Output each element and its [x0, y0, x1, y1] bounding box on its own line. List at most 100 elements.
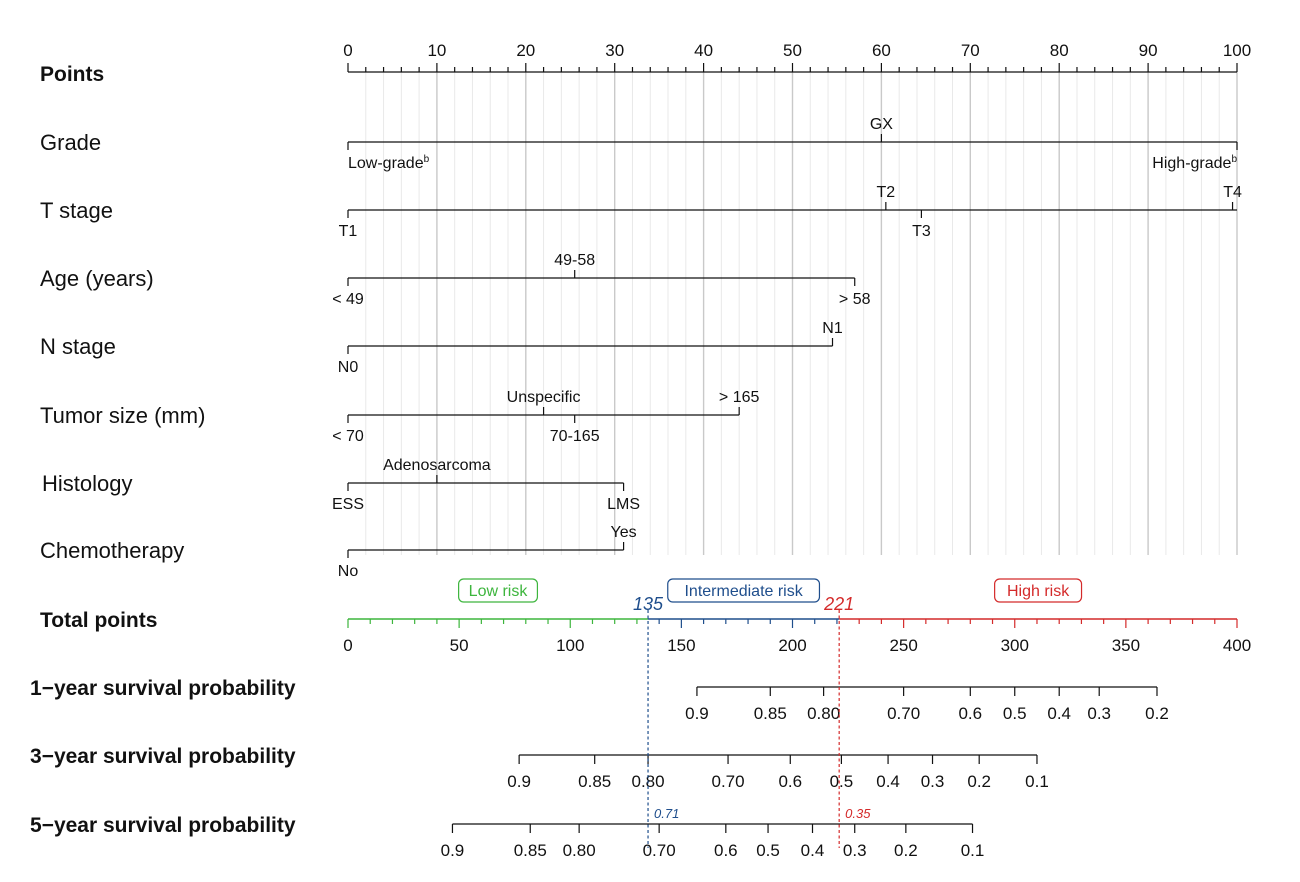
- level-label-text: T4: [1223, 184, 1242, 201]
- points-tick-label: 10: [427, 41, 446, 60]
- risk-group-box: Low risk: [458, 578, 539, 603]
- level-label-text: > 165: [719, 389, 760, 406]
- level-label: LMS: [607, 496, 640, 513]
- level-label-superscript: b: [424, 154, 430, 165]
- survival-scale-label: 5−year survival probability: [30, 814, 296, 837]
- level-label: > 165: [719, 389, 760, 406]
- level-label: N0: [338, 359, 359, 376]
- cutoff-value-label: 135: [633, 594, 664, 614]
- total-points-row-label: Total points: [40, 609, 157, 632]
- total-tick-label: 400: [1223, 636, 1251, 655]
- level-label-text: LMS: [607, 496, 640, 513]
- survival-tick-label: 0.6: [714, 841, 738, 860]
- level-label-text: Unspecific: [507, 389, 581, 406]
- survival-tick-label: 0.4: [876, 772, 900, 791]
- variable-age-years: Age (years) < 49 49-58 > 58: [40, 252, 871, 308]
- total-tick-label: 0: [343, 636, 352, 655]
- level-label-text: T2: [877, 184, 896, 201]
- level-label-text: 70-165: [550, 428, 600, 445]
- variable-name: Grade: [40, 130, 101, 155]
- level-label: 70-165: [550, 428, 600, 445]
- survival-tick-label: 0.4: [1047, 704, 1071, 723]
- level-label-text: 49-58: [554, 252, 595, 269]
- risk-group-box: Intermediate risk: [667, 578, 821, 603]
- level-label: Unspecific: [507, 389, 581, 406]
- level-label: GX: [870, 116, 893, 133]
- survival-tick-label: 0.1: [961, 841, 985, 860]
- survival-tick-label: 0.9: [685, 704, 709, 723]
- level-label-text: > 58: [839, 291, 871, 308]
- level-label: 49-58: [554, 252, 595, 269]
- cutoff-value-label: 221: [823, 594, 854, 614]
- points-tick-label: 100: [1223, 41, 1251, 60]
- variable-chemotherapy: Chemotherapy No Yes: [40, 524, 637, 580]
- level-label-text: High-grade: [1152, 155, 1231, 172]
- level-label-text: N1: [822, 320, 843, 337]
- level-label: < 49: [332, 291, 364, 308]
- level-label-text: T1: [339, 223, 358, 240]
- points-tick-label: 80: [1050, 41, 1069, 60]
- level-label-text: T3: [912, 223, 931, 240]
- total-points-axis: Total points 0 50 100 150 200 250 300 350 400 Low …: [40, 578, 1251, 655]
- points-tick-label: 90: [1139, 41, 1158, 60]
- risk-group-label: High risk: [1007, 583, 1070, 600]
- risk-group-label: Low risk: [469, 583, 529, 600]
- survival-tick-label: 0.4: [801, 841, 825, 860]
- points-axis: 0 10 20 30 40 50 60 70 80 90 100 Points: [40, 41, 1251, 86]
- level-label-text: No: [338, 563, 359, 580]
- survival-tick-label: 0.85: [514, 841, 547, 860]
- variable-name: T stage: [40, 198, 113, 223]
- survival-tick-label: 0.6: [778, 772, 802, 791]
- cutoff-probability-annotation: 0.35: [845, 806, 871, 821]
- variable-tumor-size-mm: Tumor size (mm) < 70 Unspecific 70-165 > 165: [40, 389, 760, 445]
- level-label: ESS: [332, 496, 364, 513]
- level-label-text: GX: [870, 116, 893, 133]
- variable-name: Histology: [42, 471, 132, 496]
- variable-n-stage: N stage N0 N1: [40, 320, 843, 376]
- variable-name: Chemotherapy: [40, 538, 184, 563]
- survival-tick-label: 0.6: [958, 704, 982, 723]
- variable-histology: Histology ESS Adenosarcoma LMS: [42, 457, 640, 513]
- level-label: N1: [822, 320, 843, 337]
- variable-name: Age (years): [40, 266, 154, 291]
- survival-tick-label: 0.80: [807, 704, 840, 723]
- level-label: High-gradeb: [1152, 154, 1237, 172]
- level-label: T3: [912, 223, 931, 240]
- points-tick-label: 40: [694, 41, 713, 60]
- survival-tick-label: 0.2: [1145, 704, 1169, 723]
- survival-tick-label: 0.9: [441, 841, 465, 860]
- points-tick-label: 60: [872, 41, 891, 60]
- survival-tick-label: 0.3: [1087, 704, 1111, 723]
- level-label-text: N0: [338, 359, 359, 376]
- level-label: No: [338, 563, 359, 580]
- level-label: T2: [877, 184, 896, 201]
- survival-scale-label: 1−year survival probability: [30, 677, 296, 700]
- risk-cutoff-lines: 135 0.71 221 0.35: [633, 594, 871, 848]
- risk-group-label: Intermediate risk: [684, 583, 803, 600]
- survival-tick-label: 0.5: [830, 772, 854, 791]
- survival-tick-label: 0.9: [507, 772, 531, 791]
- total-tick-label: 300: [1001, 636, 1029, 655]
- points-row-label: Points: [40, 63, 104, 86]
- level-label-text: Yes: [611, 524, 637, 541]
- survival-tick-label: 0.3: [921, 772, 945, 791]
- survival-tick-label: 0.70: [643, 841, 676, 860]
- variable-name: N stage: [40, 334, 116, 359]
- cutoff-135: 135 0.71: [633, 594, 679, 848]
- level-label-text: Low-grade: [348, 155, 424, 172]
- total-tick-label: 150: [667, 636, 695, 655]
- survival-tick-label: 0.2: [967, 772, 991, 791]
- survival-tick-label: 0.5: [1003, 704, 1027, 723]
- risk-group-frame: [667, 578, 821, 603]
- total-tick-label: 350: [1112, 636, 1140, 655]
- level-label: < 70: [332, 428, 364, 445]
- survival-tick-label: 0.1: [1025, 772, 1049, 791]
- level-label: Low-gradeb: [348, 154, 430, 172]
- level-label: Yes: [611, 524, 637, 541]
- level-label-text: ESS: [332, 496, 364, 513]
- points-tick-label: 0: [343, 41, 352, 60]
- survival-probability-scales: 1−year survival probability 0.9 0.85 0.80 0.…: [30, 677, 1169, 860]
